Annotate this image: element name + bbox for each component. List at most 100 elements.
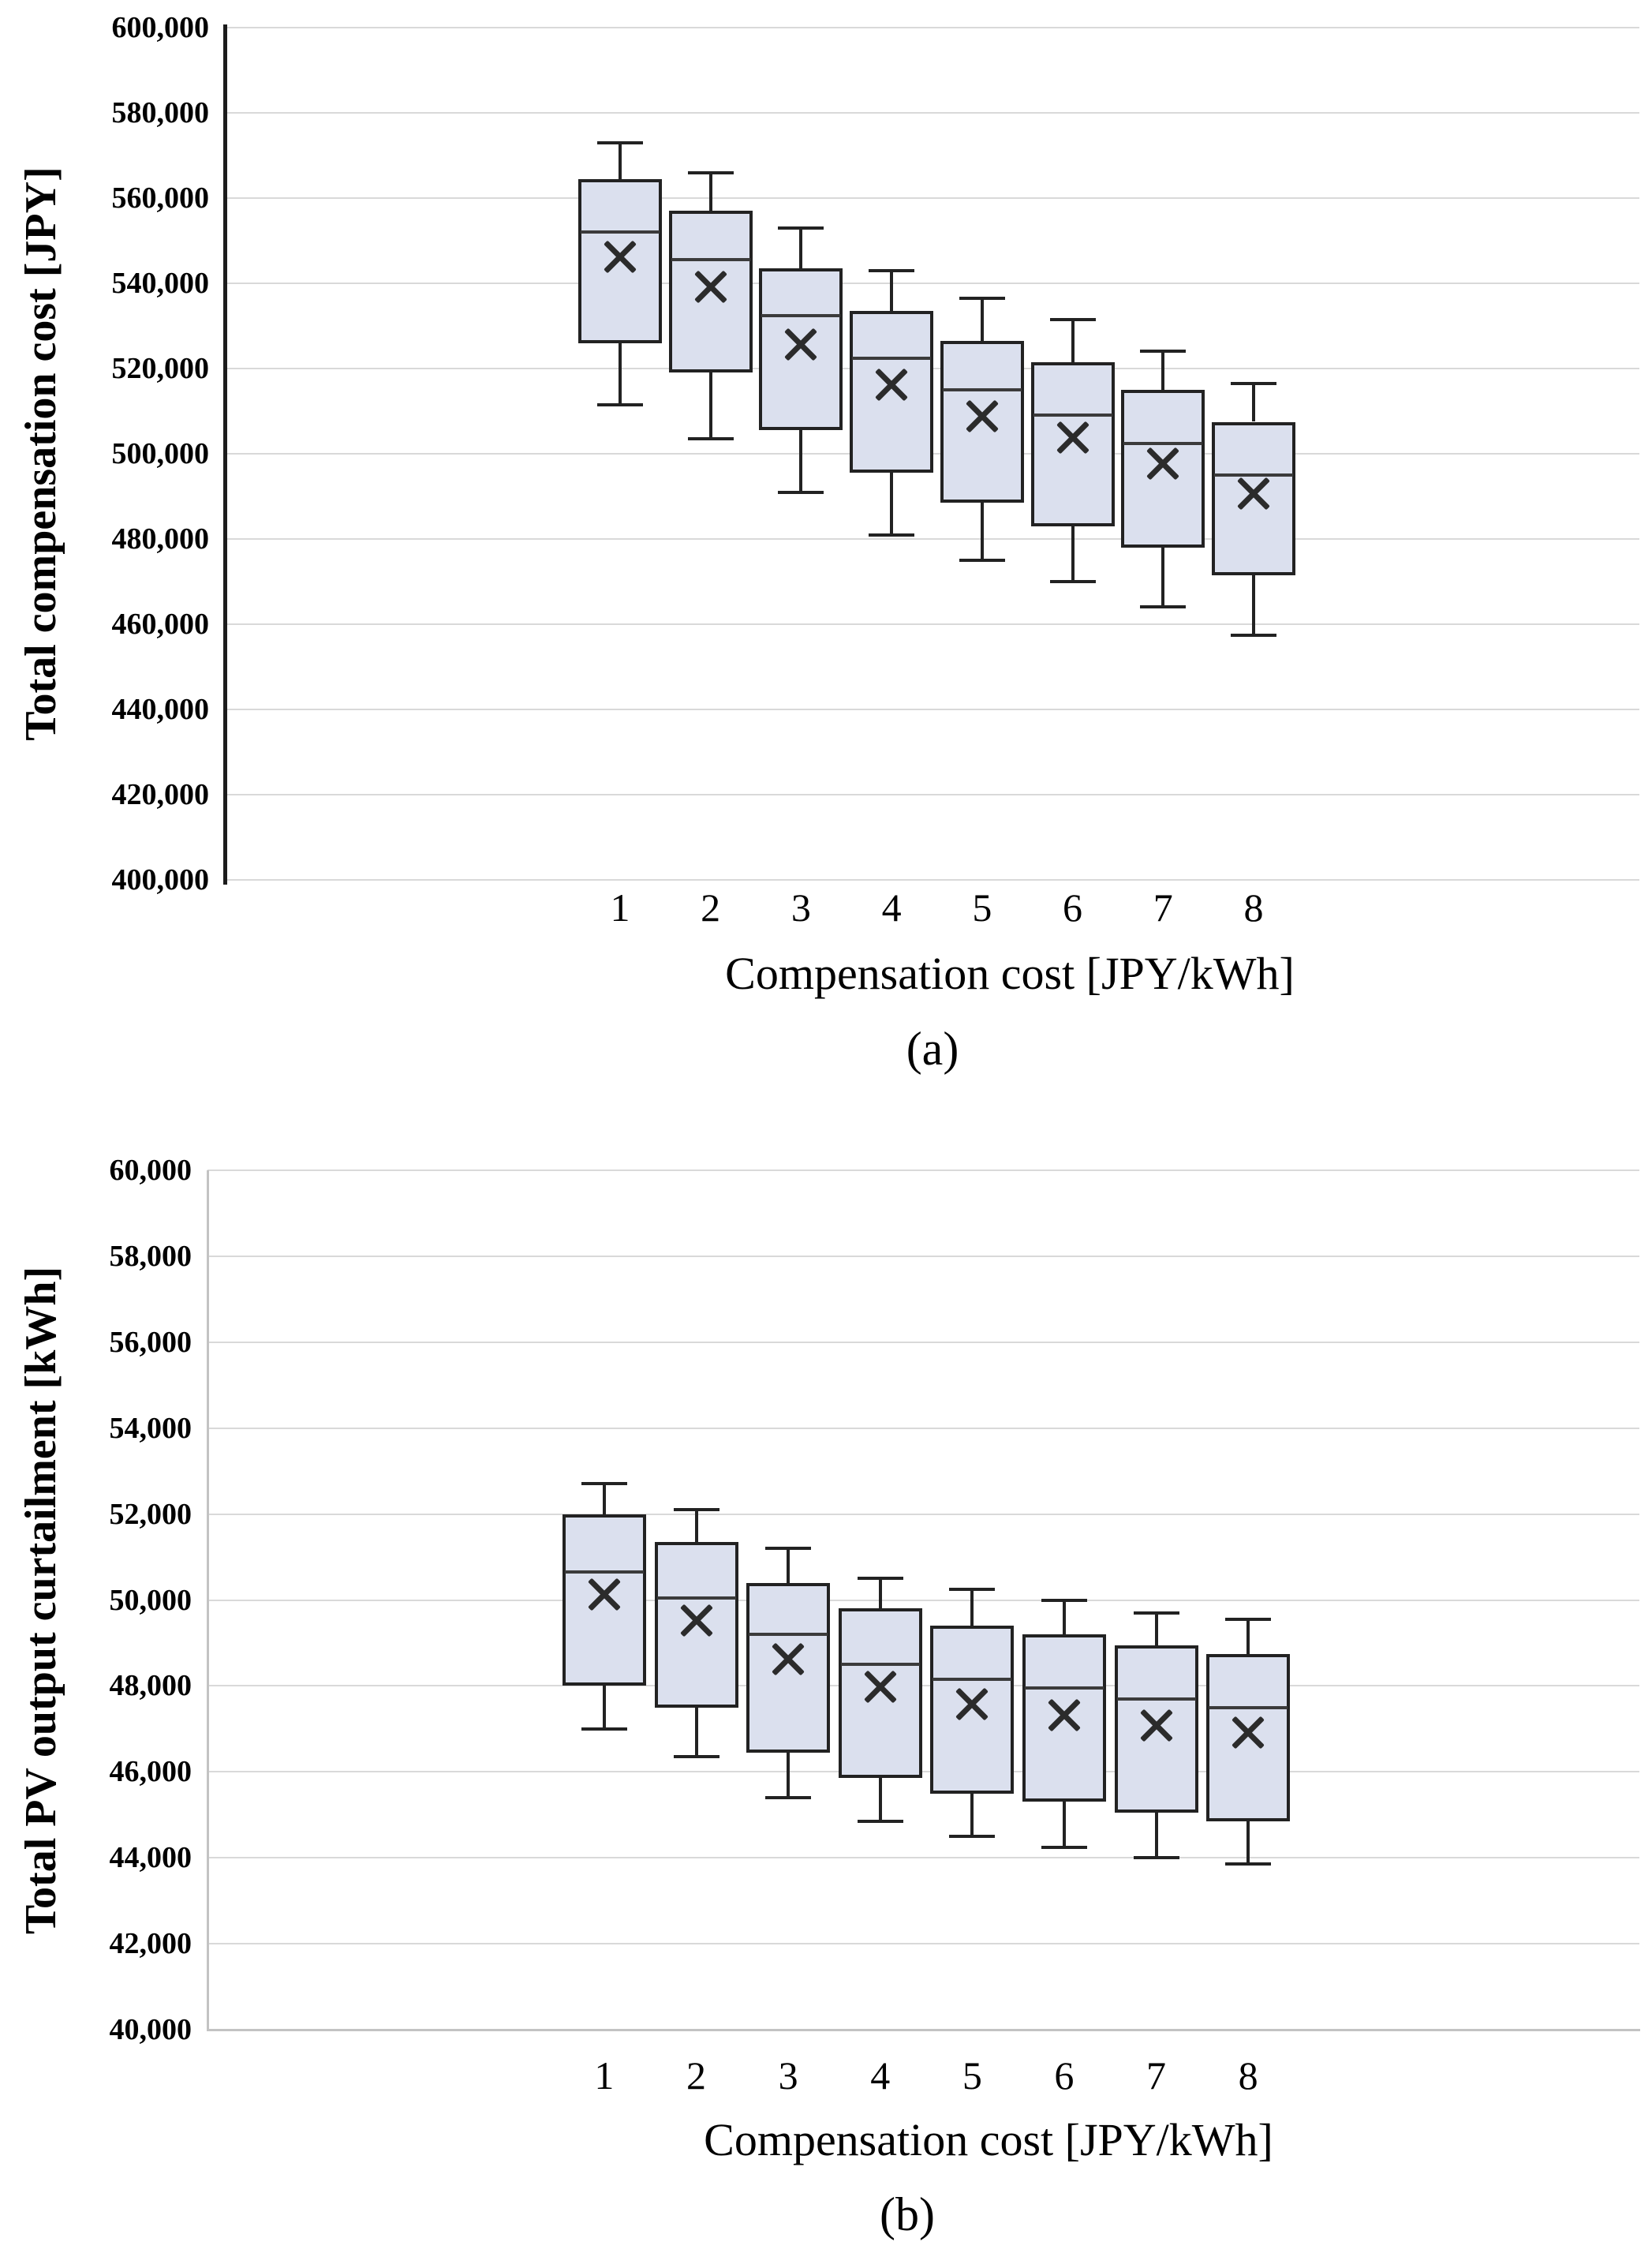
y-tick-label-b: 52,000 <box>109 1497 192 1531</box>
whisker-cap-bottom <box>596 402 643 406</box>
y-tick-label-b: 56,000 <box>109 1325 192 1359</box>
whisker-cap-bottom <box>869 533 915 537</box>
whisker-lower <box>878 1778 882 1821</box>
x-tick-label-b: 3 <box>778 2053 798 2098</box>
x-tick-label-a: 2 <box>701 885 721 930</box>
whisker-cap-top <box>949 1587 996 1591</box>
whisker-lower <box>970 1793 974 1836</box>
mean-x-marker <box>1052 416 1093 457</box>
whisker-upper <box>1071 319 1075 362</box>
mean-x-marker <box>600 235 641 276</box>
gridline-a <box>225 794 1639 795</box>
gridline-b <box>207 1771 1639 1773</box>
whisker-lower <box>1062 1802 1066 1847</box>
whisker-lower <box>1154 1813 1158 1858</box>
whisker-lower <box>1246 1821 1250 1865</box>
whisker-cap-bottom <box>949 1834 996 1838</box>
median-line <box>933 1678 1012 1682</box>
whisker-cap-bottom <box>1049 580 1096 583</box>
box-iqr <box>1211 421 1295 575</box>
median-line <box>1116 1697 1196 1701</box>
y-tick-label-a: 600,000 <box>111 11 210 44</box>
whisker-cap-top <box>869 268 915 272</box>
whisker-cap-top <box>581 1482 627 1486</box>
mean-x-marker <box>860 1665 901 1706</box>
whisker-cap-top <box>778 226 824 230</box>
whisker-upper <box>1251 383 1255 422</box>
mean-x-marker <box>780 323 821 364</box>
gridline-b <box>207 1599 1639 1601</box>
x-tick-label-a: 4 <box>881 885 902 930</box>
median-line <box>852 356 932 360</box>
whisker-cap-top <box>959 296 1005 300</box>
y-tick-label-a: 540,000 <box>111 267 210 300</box>
x-tick-label-a: 1 <box>610 885 630 930</box>
x-tick-label-a: 7 <box>1153 885 1173 930</box>
mean-x-marker <box>1142 442 1183 483</box>
whisker-lower <box>799 430 803 492</box>
box-iqr <box>930 1626 1015 1794</box>
gridline-a <box>225 538 1639 540</box>
median-line <box>1024 1686 1104 1690</box>
y-axis-line-a <box>223 24 227 885</box>
x-tick-label-a: 3 <box>790 885 811 930</box>
mean-x-marker <box>871 363 912 404</box>
median-line <box>942 388 1022 391</box>
mean-x-marker <box>676 1599 717 1640</box>
whisker-cap-top <box>765 1547 812 1551</box>
whisker-cap-bottom <box>1133 1856 1179 1860</box>
whisker-upper <box>799 227 803 269</box>
whisker-upper <box>970 1589 974 1626</box>
box-iqr <box>850 311 934 473</box>
x-tick-label-a: 8 <box>1243 885 1264 930</box>
y-tick-label-a: 520,000 <box>111 352 210 385</box>
box-iqr <box>759 268 843 431</box>
whisker-lower <box>980 503 984 560</box>
whisker-upper <box>694 1510 698 1542</box>
whisker-cap-bottom <box>673 1755 719 1759</box>
box-iqr <box>746 1582 831 1753</box>
gridline-a <box>225 879 1639 881</box>
gridline-b <box>207 1685 1639 1687</box>
caption-chart-b: (b) <box>880 2188 935 2240</box>
y-tick-label-b: 54,000 <box>109 1411 192 1445</box>
mean-x-marker <box>951 1682 992 1723</box>
whisker-cap-bottom <box>1230 633 1276 637</box>
y-tick-label-b: 44,000 <box>109 1841 192 1875</box>
whisker-cap-bottom <box>765 1795 812 1799</box>
whisker-lower <box>1071 526 1075 582</box>
gridline-b <box>207 1255 1639 1257</box>
gridline-a <box>225 197 1639 199</box>
y-tick-label-b: 60,000 <box>109 1154 192 1187</box>
whisker-cap-top <box>1049 317 1096 321</box>
whisker-cap-top <box>596 140 643 144</box>
whisker-upper <box>708 172 712 211</box>
whisker-cap-bottom <box>1225 1862 1272 1866</box>
whisker-upper <box>890 270 894 312</box>
y-tick-label-a: 460,000 <box>111 608 210 641</box>
whisker-upper <box>1161 351 1165 390</box>
whisker-lower <box>1161 547 1165 608</box>
whisker-upper <box>980 298 984 341</box>
whisker-cap-bottom <box>857 1819 903 1823</box>
y-tick-label-b: 50,000 <box>109 1583 192 1617</box>
whisker-cap-top <box>1140 350 1187 354</box>
gridline-a <box>225 27 1639 28</box>
mean-x-marker <box>1228 1711 1269 1752</box>
y-tick-label-a: 500,000 <box>111 437 210 470</box>
whisker-lower <box>1251 574 1255 635</box>
whisker-cap-top <box>857 1577 903 1581</box>
whisker-upper <box>1154 1612 1158 1645</box>
median-line <box>580 230 660 234</box>
whisker-cap-bottom <box>1041 1845 1087 1849</box>
gridline-a <box>225 112 1639 114</box>
y-tick-label-b: 40,000 <box>109 2013 192 2046</box>
caption-chart-a: (a) <box>906 1023 959 1075</box>
whisker-upper <box>787 1548 790 1583</box>
x-tick-label-b: 4 <box>870 2053 891 2098</box>
x-tick-label-b: 2 <box>686 2053 707 2098</box>
mean-x-marker <box>768 1637 809 1679</box>
y-tick-label-a: 560,000 <box>111 182 210 215</box>
y-tick-label-b: 48,000 <box>109 1669 192 1703</box>
y-tick-label-a: 480,000 <box>111 522 210 556</box>
